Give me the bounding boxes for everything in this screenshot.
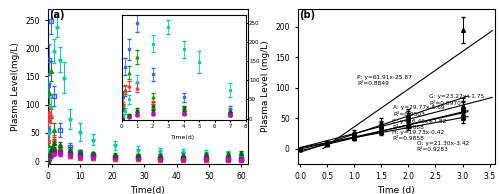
Text: P: y=61.91x-25.87
R²=0.8849: P: y=61.91x-25.87 R²=0.8849 xyxy=(357,75,412,86)
Y-axis label: Plasma Level(mg/L): Plasma Level(mg/L) xyxy=(11,42,20,131)
Y-axis label: Plasma Level (mg/L): Plasma Level (mg/L) xyxy=(261,41,270,132)
Text: O: y=21.30x-3.42
R²=0.9283: O: y=21.30x-3.42 R²=0.9283 xyxy=(416,141,469,152)
X-axis label: Time(d): Time(d) xyxy=(130,186,165,194)
Text: (b): (b) xyxy=(300,10,316,20)
Text: (a): (a) xyxy=(50,10,65,20)
Text: H: y=19.73x-0.42
R²=0.9858: H: y=19.73x-0.42 R²=0.9858 xyxy=(392,130,444,141)
Text: G: y=23.27x+1.75
R²=0.8970: G: y=23.27x+1.75 R²=0.8970 xyxy=(429,94,484,106)
Text: C: y=16.46x+1.82
R²=0.9088: C: y=16.46x+1.82 R²=0.9088 xyxy=(392,119,446,130)
Text: A: y=29.77x-5.69
R²=0.9503: A: y=29.77x-5.69 R²=0.9503 xyxy=(394,105,445,117)
X-axis label: Time (d): Time (d) xyxy=(378,186,415,194)
